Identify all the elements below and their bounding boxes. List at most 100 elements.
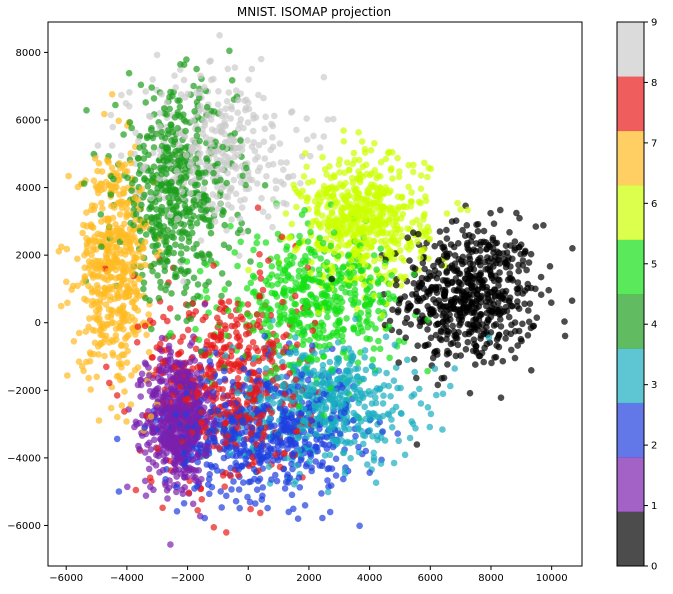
data-point (306, 355, 313, 363)
data-point (218, 292, 225, 300)
data-point (264, 504, 271, 512)
data-point (261, 155, 269, 162)
data-point (277, 277, 285, 284)
data-point (303, 136, 311, 143)
data-point (387, 393, 394, 400)
data-point (158, 128, 165, 136)
data-point (86, 358, 94, 365)
data-point (256, 269, 264, 276)
data-point (382, 333, 390, 341)
data-point (253, 180, 261, 187)
data-point (296, 359, 303, 367)
data-point (443, 210, 451, 217)
data-point (320, 182, 328, 190)
data-point (283, 200, 290, 208)
data-point (561, 318, 568, 325)
data-point (299, 297, 307, 305)
data-point (249, 127, 257, 135)
data-point (366, 469, 374, 477)
data-point (456, 279, 463, 286)
data-point (170, 468, 177, 476)
data-point (444, 347, 451, 355)
data-point (318, 373, 325, 380)
data-point (519, 320, 526, 328)
data-point (465, 231, 473, 239)
data-point (63, 245, 71, 253)
data-point (247, 505, 254, 513)
data-point (451, 252, 459, 259)
data-point (145, 348, 153, 356)
data-point (239, 315, 246, 323)
data-point (237, 238, 244, 246)
data-point (321, 452, 329, 459)
data-point (514, 342, 521, 349)
data-point (537, 291, 545, 299)
data-point (220, 208, 227, 215)
data-point (113, 170, 120, 177)
data-point (487, 329, 495, 336)
data-point (102, 251, 110, 258)
data-point (521, 300, 528, 308)
data-point (194, 389, 201, 397)
data-point (132, 217, 139, 224)
data-point (82, 328, 90, 335)
data-point (340, 449, 347, 457)
data-point (125, 69, 133, 77)
data-point (526, 300, 534, 308)
data-point (364, 461, 371, 468)
data-point (180, 500, 188, 507)
data-point (105, 215, 112, 223)
data-point (224, 201, 232, 209)
data-point (184, 431, 191, 438)
data-point (63, 278, 70, 286)
data-point (147, 446, 155, 453)
data-point (148, 84, 155, 91)
data-point (131, 283, 138, 291)
data-point (383, 230, 391, 237)
data-point (158, 91, 165, 98)
data-point (92, 298, 100, 306)
data-point (132, 486, 140, 494)
data-point (186, 162, 194, 169)
data-point (261, 320, 268, 328)
data-point (425, 227, 433, 235)
data-point (273, 477, 281, 485)
data-point (364, 252, 371, 259)
data-point (142, 99, 149, 106)
data-point (231, 153, 238, 161)
data-point (149, 242, 156, 250)
data-point (245, 449, 253, 457)
data-point (254, 347, 262, 355)
data-point (115, 360, 123, 368)
data-point (525, 259, 533, 266)
data-point (309, 327, 317, 334)
data-point (253, 311, 261, 318)
data-point (204, 390, 211, 397)
data-point (476, 295, 483, 302)
data-point (218, 185, 225, 192)
data-point (194, 126, 202, 133)
data-point (404, 356, 411, 364)
data-point (290, 505, 297, 513)
data-point (371, 221, 378, 229)
data-point (321, 398, 328, 405)
data-point (115, 117, 122, 125)
data-point (173, 488, 180, 496)
data-point (338, 284, 345, 292)
data-point (107, 404, 115, 412)
data-point (370, 449, 378, 457)
data-point (188, 223, 195, 230)
data-point (413, 441, 421, 448)
data-point (504, 257, 512, 265)
data-point (202, 281, 209, 289)
data-point (245, 266, 252, 274)
data-point (208, 463, 216, 471)
data-point (376, 345, 384, 353)
data-point (450, 286, 458, 294)
data-point (187, 315, 195, 323)
data-point (234, 109, 241, 116)
data-point (201, 514, 208, 522)
data-point (202, 208, 209, 215)
data-point (301, 417, 309, 425)
data-point (394, 154, 401, 162)
